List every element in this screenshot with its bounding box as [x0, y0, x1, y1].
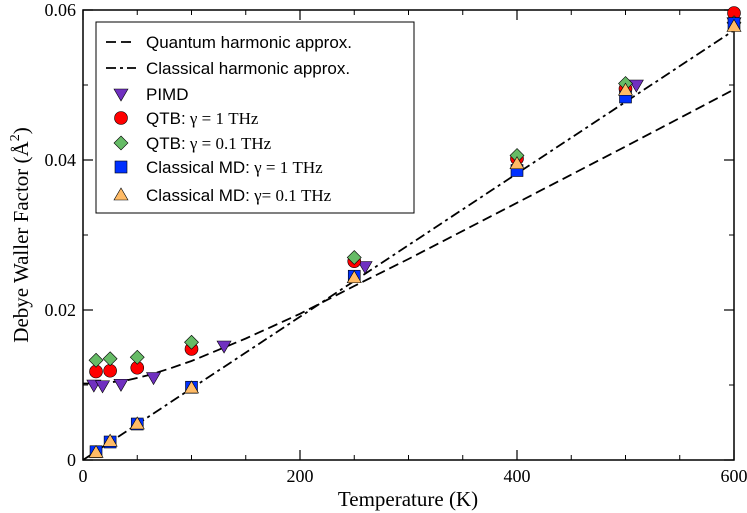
x-tick-label: 0: [79, 466, 88, 486]
y-axis-title-main: Debye Waller Factor (: [9, 156, 33, 342]
y-axis-title-unit: Å: [9, 140, 33, 156]
legend-label: QTB: γ = 1 THz: [146, 109, 259, 128]
point-classical-md-0-1-thz: [102, 433, 118, 447]
legend-marker-qtb-1-thz: [114, 111, 128, 125]
x-tick-label: 400: [504, 466, 531, 486]
point-classical-md-0-1-thz: [726, 18, 742, 32]
y-axis-title: Debye Waller Factor (Å2): [8, 127, 33, 342]
point-qtb-0-1-thz: [88, 352, 104, 368]
legend-label: Classical MD: γ = 1 THz: [146, 158, 323, 177]
legend-marker-classical-md-1-thz: [114, 160, 128, 174]
point-classical-md-0-1-thz: [346, 270, 362, 284]
point-qtb-1-thz: [103, 363, 117, 378]
point-classical-md-0-1-thz: [129, 416, 145, 430]
legend: Quantum harmonic approx. Classical harmon…: [95, 21, 415, 214]
point-pimd: [113, 378, 129, 392]
point-qtb-0-1-thz: [129, 349, 145, 365]
data-markers: [86, 6, 742, 459]
legend-label: Quantum harmonic approx.: [146, 33, 352, 52]
point-pimd: [628, 79, 644, 93]
legend-marker-qtb-0-1-thz: [113, 135, 129, 151]
legend-marker-pimd: [113, 88, 129, 102]
y-tick-label: 0.02: [45, 300, 77, 320]
point-classical-md-0-1-thz: [183, 380, 200, 394]
y-tick-label: 0.06: [45, 0, 77, 20]
point-pimd: [95, 380, 111, 394]
legend-marker-classical-md-0-1-thz: [113, 187, 129, 201]
point-classical-md-0-1-thz: [88, 444, 104, 458]
point-qtb-0-1-thz: [184, 334, 199, 350]
y-tick-label: 0: [67, 450, 76, 470]
point-classical-md-0-1-thz: [509, 156, 525, 170]
point-pimd: [146, 372, 162, 386]
y-axis-title-exp: 2: [8, 134, 23, 141]
point-qtb-0-1-thz: [346, 250, 362, 265]
legend-label: QTB: γ = 0.1 THz: [146, 134, 272, 153]
y-tick-label: 0.04: [45, 150, 77, 170]
point-classical-md-0-1-thz: [617, 82, 634, 96]
x-tick-label: 600: [721, 466, 747, 486]
legend-label: Classical harmonic approx.: [146, 59, 350, 78]
point-pimd: [216, 340, 232, 354]
quantum-harmonic-curve: [83, 88, 735, 385]
legend-box: [95, 21, 415, 214]
legend-label: Classical MD: γ= 0.1 THz: [146, 186, 332, 205]
point-pimd: [357, 261, 373, 275]
x-axis-title: Temperature (K): [338, 487, 478, 511]
legend-label: PIMD: [146, 85, 189, 104]
x-tick-label: 200: [287, 466, 314, 486]
y-axis-title-close: ): [9, 127, 33, 134]
point-qtb-0-1-thz: [102, 351, 118, 367]
